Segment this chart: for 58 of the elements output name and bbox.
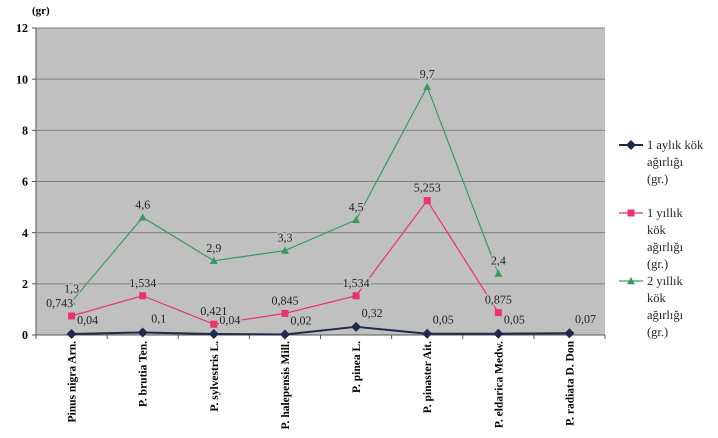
point [423, 82, 432, 90]
point [351, 322, 362, 332]
data-label: 0,05 [432, 312, 454, 327]
point [494, 270, 502, 277]
data-label: 9,7 [420, 66, 435, 81]
legend-label: 1 yıllık kök ağırlığı (gr.) [647, 206, 684, 271]
data-label: 4,6 [135, 197, 150, 212]
data-label: 1,534 [129, 276, 156, 290]
x-tick-label: Pinus nigra Arn. [66, 340, 79, 422]
data-label: 1,3 [64, 282, 80, 296]
point [66, 328, 77, 339]
y-tick-label: 12 [16, 21, 28, 36]
x-tick-label: P. brutia Ten. [138, 340, 150, 408]
x-tick-label: P. halepensis Mill. [280, 340, 292, 430]
x-tick-label: P. eldarica Medw. [493, 340, 506, 428]
point [281, 310, 288, 317]
y-tick-label: 4 [22, 226, 28, 240]
y-tick-label: 8 [22, 124, 28, 138]
point [68, 312, 76, 320]
point [138, 213, 147, 221]
data-label: 0,32 [362, 306, 383, 320]
point [424, 197, 431, 204]
point [210, 320, 218, 328]
data-label: 0,02 [290, 313, 312, 328]
x-tick-label: P. sylvestris L. [208, 340, 221, 412]
x-tick-label: P. pinea L. [351, 340, 364, 393]
legend-label: 1 aylık kök ağırlığı (gr.) [647, 138, 704, 186]
point [139, 292, 146, 300]
point [493, 328, 504, 339]
data-label: 0,1 [151, 311, 166, 326]
y-tick-label: 2 [22, 277, 28, 292]
data-label: 0,05 [504, 312, 525, 327]
data-label: 3,3 [277, 230, 292, 245]
legend-label: 2 yıllık kök ağırlığı (gr.) [647, 274, 684, 339]
data-label: 0,07 [574, 312, 596, 326]
data-label: 2,9 [206, 240, 222, 255]
point [138, 327, 148, 338]
point [352, 216, 360, 224]
point [422, 328, 432, 339]
y-tick-label: 6 [22, 174, 28, 189]
y-axis-title: (gr) [32, 5, 50, 17]
y-tick-label: 0 [22, 328, 28, 342]
x-tick-label: P. pinaster Ait. [422, 340, 434, 414]
data-label: 0,845 [271, 293, 298, 308]
data-label: 4,5 [348, 200, 364, 214]
point [494, 309, 502, 316]
point [352, 292, 360, 300]
point [210, 256, 218, 264]
data-label: 0,421 [200, 304, 228, 318]
x-tick-label: P. radiata D. Don [564, 340, 576, 426]
data-label: 0,04 [77, 312, 98, 327]
point [564, 328, 574, 338]
data-label: 0,743 [46, 296, 74, 310]
point [208, 328, 219, 339]
point [280, 329, 290, 340]
point [280, 246, 289, 254]
data-label: 5,253 [414, 180, 441, 195]
y-tick-label: 10 [16, 72, 28, 86]
